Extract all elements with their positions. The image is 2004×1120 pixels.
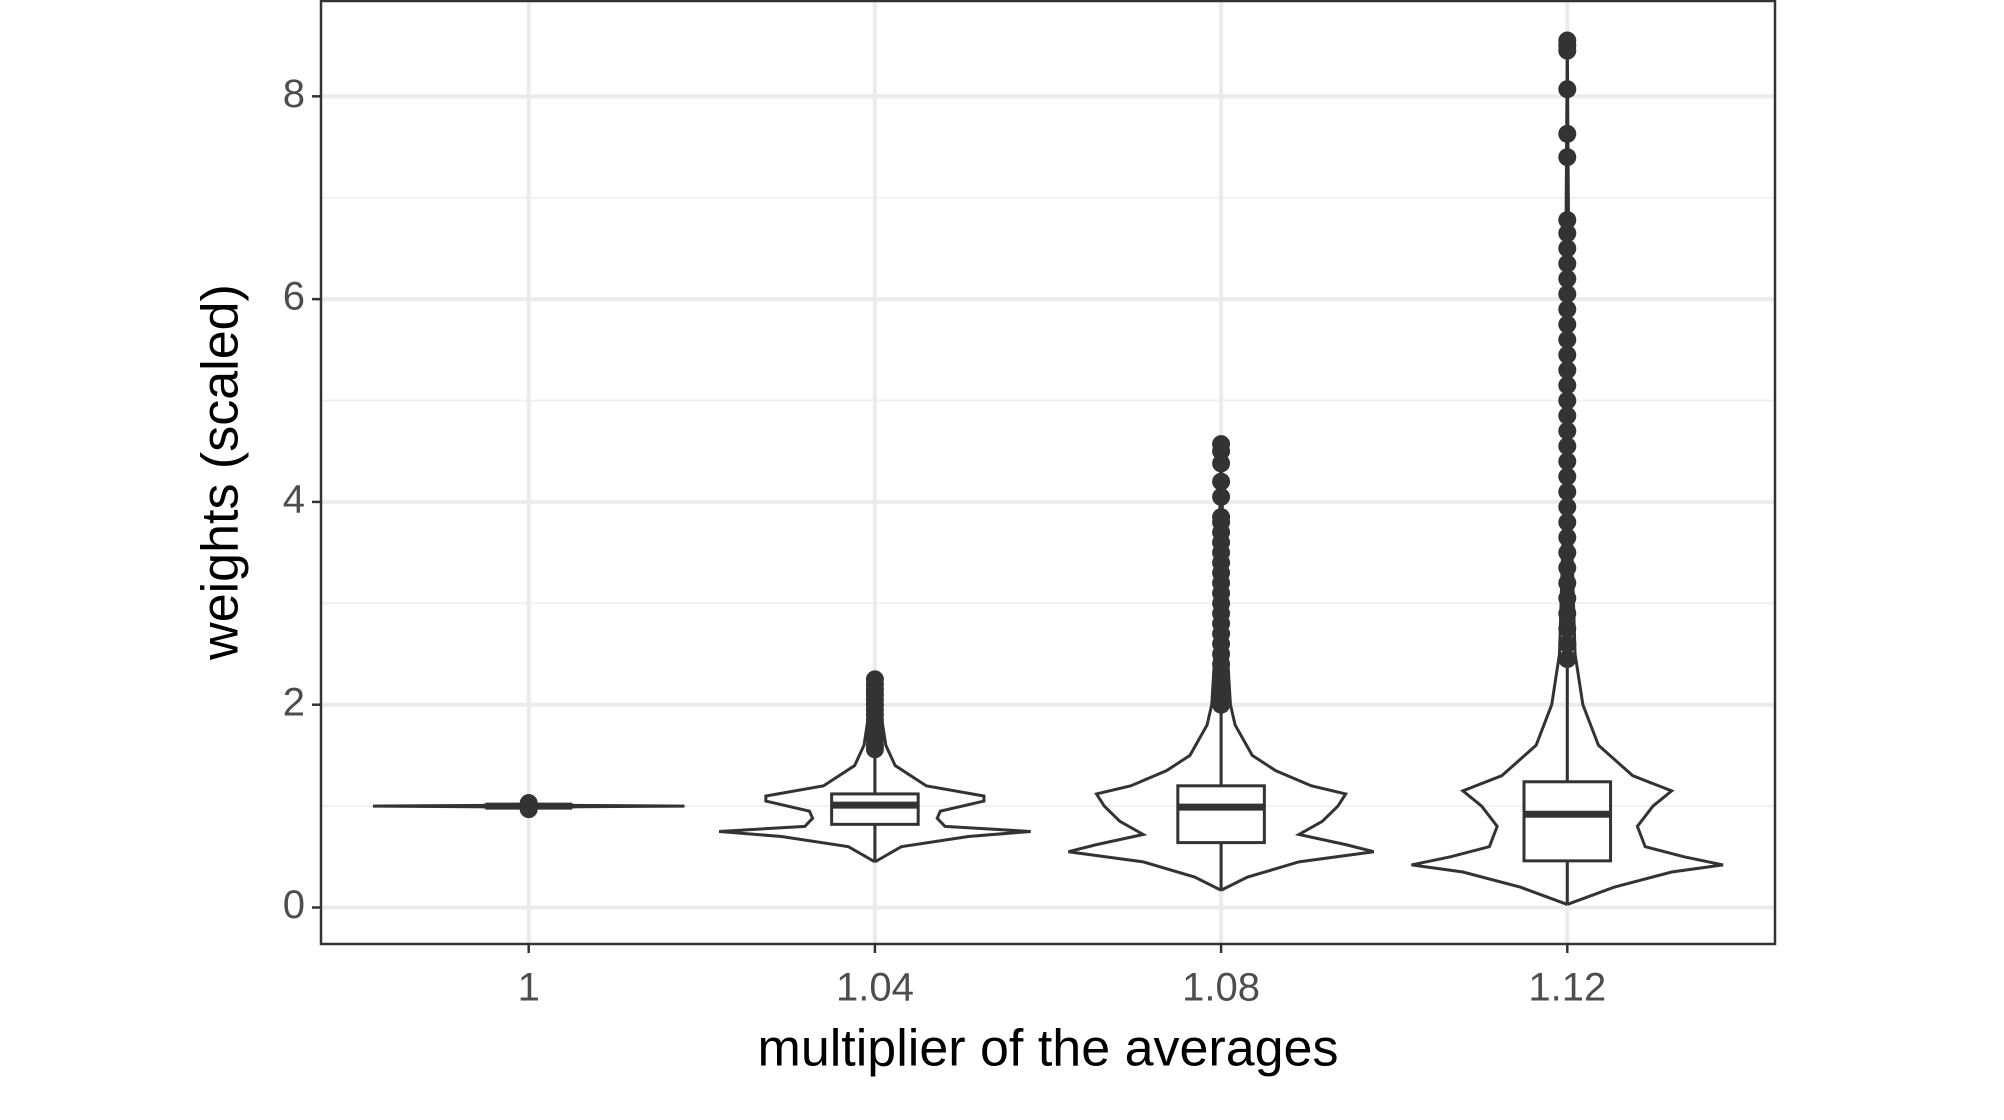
violin-outline — [528, 803, 685, 809]
outlier — [1558, 80, 1577, 99]
outlier — [1558, 239, 1577, 258]
violin-outline — [1068, 444, 1223, 892]
y-tick-label: 8 — [283, 72, 305, 116]
outlier — [1212, 508, 1231, 527]
outlier — [1558, 589, 1577, 608]
outlier — [865, 670, 884, 689]
violin-outline — [1219, 444, 1375, 892]
panel-border — [319, 0, 1777, 946]
x-tick-label: 1 — [518, 966, 540, 1010]
outlier — [1558, 124, 1577, 143]
violin-outline — [718, 679, 877, 864]
box — [1176, 784, 1266, 845]
outlier — [1558, 513, 1577, 532]
x-tick-label: 1.08 — [1182, 966, 1260, 1010]
outlier — [1558, 482, 1577, 501]
outlier — [1558, 574, 1577, 593]
outlier — [1558, 406, 1577, 425]
outlier — [1558, 300, 1577, 319]
outlier — [1558, 437, 1577, 456]
outlier — [1558, 285, 1577, 304]
outlier — [1212, 472, 1231, 491]
outlier — [1558, 361, 1577, 380]
box — [830, 792, 920, 826]
x-axis-title: multiplier of the averages — [758, 1020, 1339, 1078]
violin-outline — [1565, 40, 1724, 906]
y-tick-label: 2 — [283, 680, 305, 724]
outlier — [1558, 224, 1577, 243]
x-tick-label: 1.12 — [1528, 966, 1606, 1010]
outlier — [1558, 376, 1577, 395]
y-tick-label: 4 — [283, 477, 305, 521]
outlier — [1558, 543, 1577, 562]
outlier — [1558, 452, 1577, 471]
outlier — [1558, 254, 1577, 273]
outlier — [1558, 467, 1577, 486]
outlier — [1558, 211, 1577, 230]
outlier — [1558, 31, 1577, 50]
outlier — [1212, 435, 1231, 454]
outlier — [1558, 421, 1577, 440]
outlier — [1558, 330, 1577, 349]
violin-outline — [1411, 40, 1569, 906]
outlier — [1558, 269, 1577, 288]
outlier — [1558, 528, 1577, 547]
outlier — [1558, 650, 1577, 669]
y-tick-label: 6 — [283, 275, 305, 319]
y-axis-title: weights (scaled) — [192, 284, 250, 661]
outlier — [1558, 558, 1577, 577]
outlier — [1558, 148, 1577, 167]
box — [1522, 780, 1613, 863]
outlier — [1558, 345, 1577, 364]
outlier — [1558, 315, 1577, 334]
outlier — [1212, 487, 1231, 506]
x-tick-label: 1.04 — [836, 966, 914, 1010]
violin-outline — [372, 803, 529, 809]
outlier — [1558, 634, 1577, 653]
violin-outline — [873, 679, 1031, 864]
outlier — [1558, 391, 1577, 410]
y-tick-label: 0 — [283, 883, 305, 927]
outlier — [1558, 619, 1577, 638]
outlier — [1558, 497, 1577, 516]
outlier — [1558, 604, 1577, 623]
